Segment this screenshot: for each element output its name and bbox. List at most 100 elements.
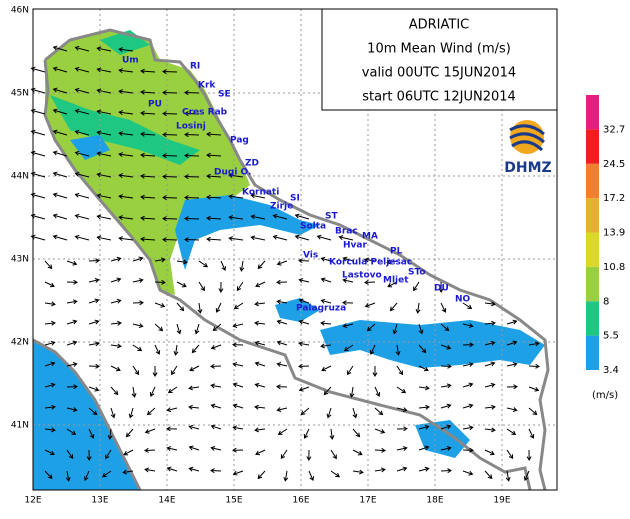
wind-arrow	[298, 319, 310, 325]
wind-arrow	[374, 467, 386, 473]
title-line: 10m Mean Wind (m/s)	[367, 42, 511, 57]
wind-arrow	[280, 449, 288, 460]
wind-arrow	[506, 340, 518, 346]
wind-arrow	[326, 407, 332, 419]
wind-arrow	[118, 194, 134, 200]
wind-arrow	[110, 407, 116, 419]
wind-arrow	[74, 234, 90, 241]
wind-arrow	[110, 298, 122, 304]
place-label: Dugi O.	[214, 168, 251, 178]
wind-arrow	[330, 449, 337, 460]
wind-arrow	[298, 278, 310, 283]
lon-label: 14E	[158, 496, 175, 506]
wind-arrow	[206, 131, 222, 137]
wind-arrow	[232, 403, 244, 409]
wind-arrow	[484, 361, 496, 367]
wind-arrow	[110, 365, 121, 372]
wind-arrow	[506, 362, 518, 367]
wind-arrow	[88, 258, 100, 264]
wind-arrow	[369, 344, 376, 355]
wind-arrow	[132, 323, 144, 329]
wind-arrow	[206, 173, 222, 179]
place-label: Cres Rab	[182, 108, 228, 118]
place-label: Hvar	[343, 241, 367, 251]
wind-arrow	[277, 428, 288, 435]
wind-arrow	[342, 323, 354, 329]
wind-arrow	[74, 87, 90, 94]
wind-arrow	[140, 131, 156, 137]
wind-arrow	[162, 69, 178, 75]
wind-arrow	[462, 382, 474, 388]
wind-arrow	[52, 66, 68, 73]
wind-arrow	[484, 404, 496, 410]
wind-arrow	[132, 300, 144, 306]
colorbar-label: 8	[603, 296, 609, 307]
lon-label: 19E	[493, 496, 510, 506]
logo-mark	[509, 124, 545, 152]
colorbar-label: 13.9	[603, 228, 625, 239]
place-label: Zirje	[270, 202, 293, 212]
colorbar-unit: (m/s)	[592, 390, 618, 401]
wind-arrow	[364, 302, 376, 308]
wind-arrow	[372, 365, 378, 377]
wind-arrow	[352, 449, 363, 456]
wind-arrow	[440, 383, 452, 389]
wind-arrow	[228, 194, 244, 200]
wind-arrow	[254, 340, 266, 346]
wind-arrow	[167, 386, 178, 394]
wind-arrow	[440, 403, 452, 409]
wind-arrows	[30, 45, 540, 482]
wind-arrow	[88, 428, 95, 439]
wind-arrow	[250, 214, 266, 220]
wind-arrow	[255, 281, 266, 288]
wind-arrow	[162, 195, 178, 201]
colorbar-segment	[586, 301, 599, 336]
wind-arrow	[283, 470, 289, 482]
wind-arrow	[395, 344, 401, 356]
wind-arrow	[276, 260, 288, 266]
wind-arrow	[298, 363, 310, 369]
wind-arrow	[352, 469, 364, 475]
colorbar-segment	[586, 95, 599, 130]
wind-arrow	[364, 257, 376, 263]
wind-arrow	[440, 363, 452, 369]
wind-arrow	[440, 344, 452, 350]
wind-arrow	[118, 68, 134, 74]
wind-arrow	[506, 407, 518, 412]
wind-arrow	[386, 259, 398, 265]
place-label: Losinj	[176, 122, 206, 132]
wind-arrow	[110, 256, 122, 262]
wind-arrow	[329, 428, 335, 440]
wind-arrow	[140, 236, 156, 242]
wind-arrow	[484, 427, 496, 433]
wind-arrow	[523, 470, 530, 482]
wind-arrow	[484, 340, 496, 346]
wind-arrow	[152, 365, 158, 377]
wind-arrow	[118, 47, 134, 53]
wind-arrow	[232, 470, 244, 476]
wind-arrow	[184, 195, 200, 201]
wind-arrow	[342, 256, 354, 262]
wind-arrow	[118, 236, 134, 242]
wind-arrow	[374, 407, 384, 416]
wind-arrow	[528, 363, 540, 369]
wind-arrow	[52, 45, 68, 52]
wind-arrow	[374, 386, 381, 397]
wind-arrow	[484, 449, 495, 456]
wind-arrow	[254, 361, 266, 367]
wind-arrow	[52, 234, 68, 241]
wind-arrow	[96, 88, 112, 94]
wind-arrow	[197, 302, 203, 314]
wind-arrow	[194, 323, 200, 335]
wind-arrow	[320, 298, 332, 304]
wind-arrow	[74, 108, 90, 115]
wind-arrow	[413, 281, 420, 292]
wind-arrow	[462, 323, 474, 328]
wind-arrow	[74, 213, 90, 220]
wind-arrow	[218, 281, 224, 293]
wind-arrow	[132, 278, 144, 283]
wind-arrow	[210, 363, 222, 369]
wind-arrow	[418, 466, 430, 472]
wind-arrow	[374, 447, 386, 453]
wind-arrow	[396, 386, 407, 394]
